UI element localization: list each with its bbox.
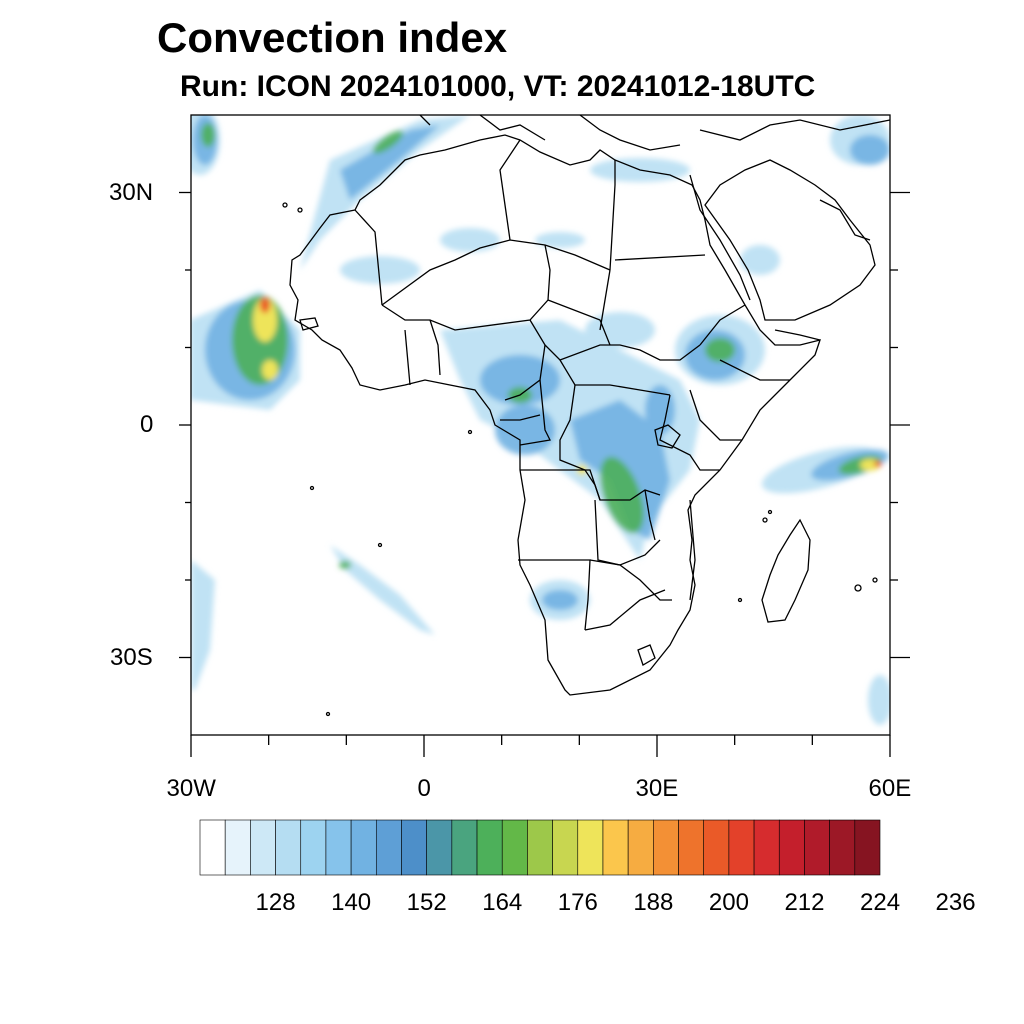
- colorbar-label: 236: [935, 889, 976, 916]
- colorbar-swatch: [426, 819, 453, 876]
- colorbar-swatch: [300, 819, 327, 876]
- lon-tick-label: 30E: [635, 775, 679, 802]
- colorbar-swatch: [476, 819, 503, 876]
- colorbar-swatch: [753, 819, 780, 876]
- colorbar-label: 200: [708, 889, 749, 916]
- colorbar-label: 164: [482, 889, 523, 916]
- colorbar-swatch: [350, 819, 377, 876]
- lat-tick-label: 30N: [109, 178, 154, 206]
- convection-field: [191, 115, 890, 725]
- colorbar-label: 224: [860, 889, 901, 916]
- coastline-borders: [282, 115, 890, 717]
- colorbar-swatch: [451, 819, 478, 876]
- colorbar: [199, 819, 881, 876]
- colorbar-swatch: [678, 819, 705, 876]
- colorbar-swatch: [224, 819, 251, 876]
- colorbar-swatch: [653, 819, 679, 876]
- lon-tick-label: 60E: [868, 775, 912, 802]
- colorbar-swatch: [527, 819, 553, 876]
- colorbar-swatch: [552, 819, 579, 876]
- colorbar-swatch: [804, 819, 830, 876]
- colorbar-swatch: [602, 819, 629, 876]
- colorbar-swatch: [401, 819, 427, 876]
- colorbar-label: 212: [784, 889, 825, 916]
- colorbar-label: 188: [633, 889, 674, 916]
- lon-tick-label: 30W: [166, 775, 216, 802]
- colorbar-label: 176: [557, 889, 598, 916]
- colorbar-swatch: [829, 819, 856, 876]
- colorbar-swatch: [275, 819, 302, 876]
- chart-subtitle: Run: ICON 2024101000, VT: 20241012-18UTC: [180, 70, 816, 103]
- colorbar-swatch: [778, 819, 805, 876]
- colorbar-swatch: [199, 819, 226, 876]
- lat-tick-label: 0: [140, 411, 154, 438]
- colorbar-swatch: [501, 819, 528, 876]
- colorbar-swatch: [703, 819, 730, 876]
- colorbar-swatch: [325, 819, 352, 876]
- colorbar-label: 128: [255, 889, 296, 916]
- colorbar-swatch: [250, 819, 276, 876]
- lat-tick-label: 30S: [110, 643, 153, 671]
- colorbar-swatch: [375, 819, 402, 876]
- colorbar-swatch: [728, 819, 755, 876]
- colorbar-label: 140: [331, 889, 372, 916]
- colorbar-label: 152: [406, 889, 447, 916]
- colorbar-swatch: [627, 819, 654, 876]
- chart-title: Convection index: [157, 14, 508, 61]
- colorbar-swatch: [854, 819, 881, 876]
- lon-tick-label: 0: [417, 775, 431, 802]
- colorbar-swatch: [577, 819, 604, 876]
